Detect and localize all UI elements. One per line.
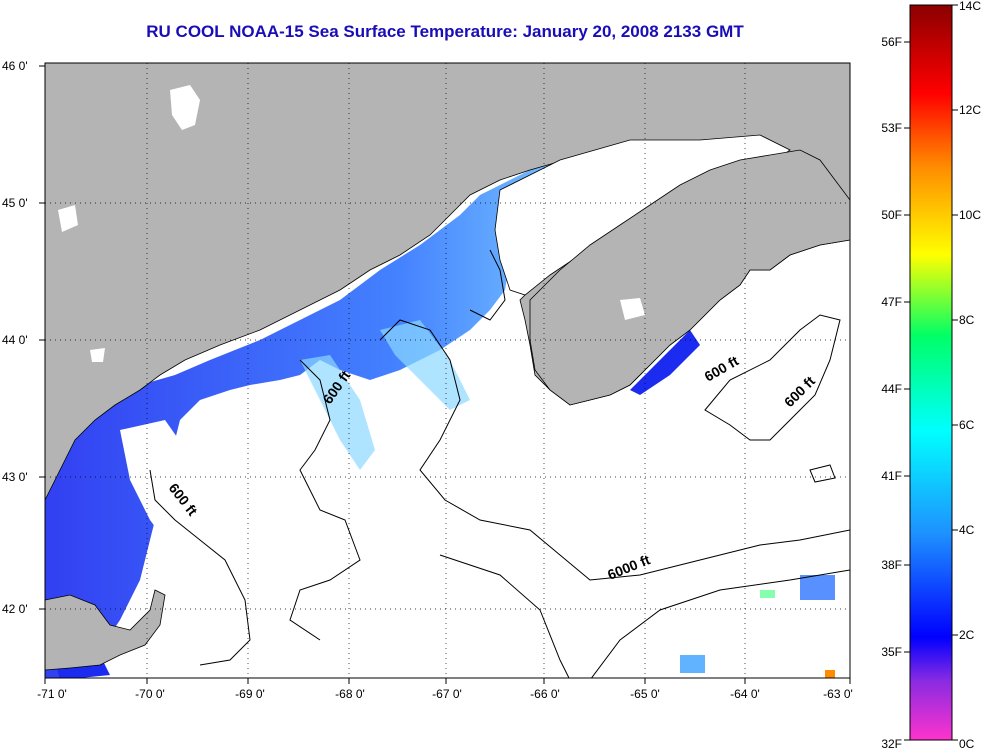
colorbar-c-label: 2C xyxy=(959,628,975,642)
colorbar-f-label: 44F xyxy=(881,382,902,396)
colorbar-c-label: 10C xyxy=(959,208,981,222)
lat-tick-label: 43 0' xyxy=(2,470,28,484)
lon-tick-label: -63 0' xyxy=(823,687,853,701)
lon-tick-label: -71 0' xyxy=(37,687,67,701)
colorbar-f-label: 41F xyxy=(881,469,902,483)
lon-tick-label: -67 0' xyxy=(432,687,462,701)
colorbar-f-label: 53F xyxy=(881,121,902,135)
lon-tick-label: -66 0' xyxy=(530,687,560,701)
colorbar-c-label: 6C xyxy=(959,418,975,432)
lon-tick-label: -65 0' xyxy=(630,687,660,701)
colorbar-gradient xyxy=(909,4,953,741)
lat-tick-label: 42 0' xyxy=(2,602,28,616)
lat-tick-label: 44 0' xyxy=(2,333,28,347)
map-title: RU COOL NOAA-15 Sea Surface Temperature:… xyxy=(146,22,744,41)
colorbar-f-label: 50F xyxy=(881,208,902,222)
lat-tick-label: 45 0' xyxy=(2,196,28,210)
axis-ticks xyxy=(39,65,851,684)
lon-tick-label: -64 0' xyxy=(730,687,760,701)
colorbar-f-label: 32F xyxy=(881,737,902,751)
colorbar-f-label: 35F xyxy=(881,645,902,659)
graticule xyxy=(45,63,850,678)
colorbar-c-label: 8C xyxy=(959,313,975,327)
colorbar-c-label: 12C xyxy=(959,103,981,117)
colorbar-f-label: 56F xyxy=(881,35,902,49)
colorbar-c-label: 0C xyxy=(959,737,975,751)
lon-tick-label: -69 0' xyxy=(235,687,265,701)
bathymetry-contours xyxy=(149,249,850,678)
land-layer xyxy=(45,63,850,671)
colorbar: 56F 53F 50F 47F 44F 41F 38F 35F 32F 14C … xyxy=(881,0,981,751)
colorbar-f-label: 38F xyxy=(881,558,902,572)
lon-tick-label: -70 0' xyxy=(135,687,165,701)
colorbar-c-label: 14C xyxy=(959,0,981,13)
lat-tick-label: 46 0' xyxy=(2,59,28,73)
lon-tick-label: -68 0' xyxy=(335,687,365,701)
map-frame xyxy=(44,62,851,679)
colorbar-f-label: 47F xyxy=(881,295,902,309)
colorbar-c-label: 4C xyxy=(959,523,975,537)
